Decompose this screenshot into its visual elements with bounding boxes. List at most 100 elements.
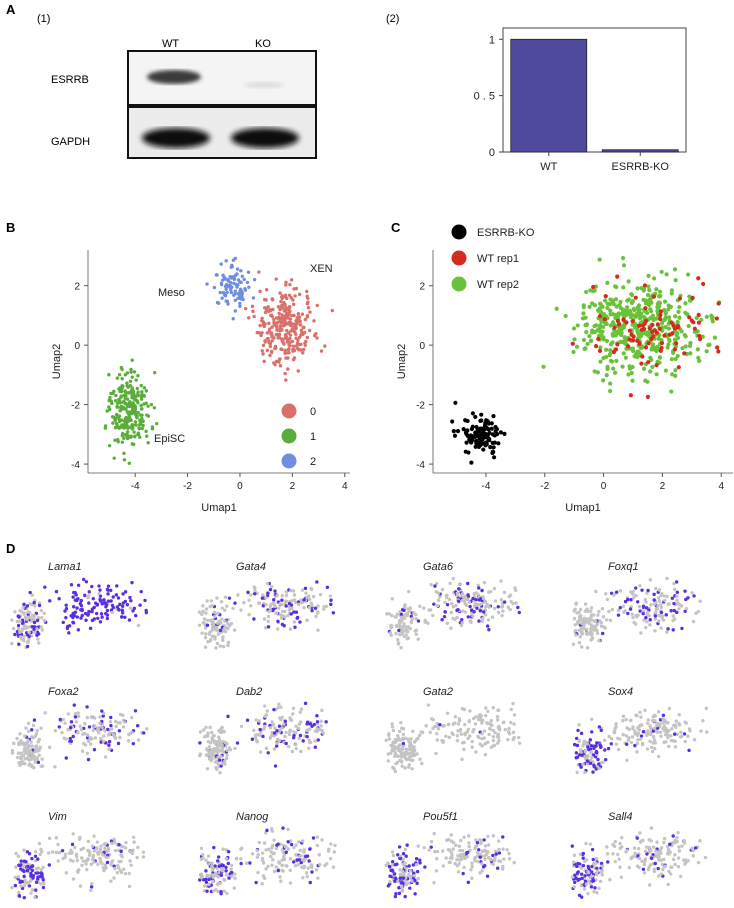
- umap-point-wt-rep2: [631, 313, 636, 318]
- gene-cell-point: [71, 620, 75, 624]
- umap-point-cluster-0: [263, 340, 267, 344]
- gene-cell-point: [199, 875, 204, 880]
- gene-cell-point: [638, 710, 642, 714]
- umap-point-wt-rep2: [581, 305, 586, 310]
- gene-cell-point: [571, 642, 576, 646]
- gene-cell-point: [111, 732, 116, 736]
- gene-cell-point: [60, 848, 65, 853]
- bar-esrrb-ko: [601, 149, 679, 153]
- gene-cell-point: [671, 628, 675, 632]
- gene-cell-point: [289, 603, 294, 607]
- gene-cell-point: [477, 735, 481, 740]
- gene-cell-point: [403, 894, 407, 899]
- umap-point-cluster-0: [319, 349, 324, 353]
- gene-cell-point: [456, 854, 460, 858]
- umap-point-cluster-1: [121, 431, 125, 436]
- umap-point-cluster-0: [283, 336, 288, 340]
- gene-cell-point: [305, 854, 310, 858]
- gene-cell-point: [93, 716, 97, 720]
- gene-cell-point: [479, 838, 483, 843]
- blot-band-gapdh-wt: [142, 128, 210, 148]
- umap-point-wt-rep2: [618, 299, 623, 304]
- gene-cell-point: [306, 866, 310, 870]
- gene-cell-point: [460, 598, 465, 603]
- gene-cell-point: [202, 735, 207, 739]
- umap-ylabel: Umap2: [51, 344, 63, 379]
- umap-point-wt-rep2: [646, 284, 651, 289]
- umap-point-cluster-0: [300, 331, 304, 336]
- umap-point-cluster-0: [287, 347, 291, 351]
- gene-cell-point: [671, 618, 675, 623]
- umap-point-wt-rep2: [604, 372, 609, 378]
- umap-point-cluster-2: [232, 293, 236, 298]
- umap-point-cluster-1: [145, 434, 149, 438]
- gene-cell-point: [261, 734, 265, 739]
- gene-cell-point: [432, 881, 436, 885]
- gene-cell-point: [272, 838, 276, 842]
- umap-point-cluster-0: [272, 336, 276, 340]
- gene-cell-point: [211, 875, 215, 880]
- gene-cell-point: [480, 721, 484, 725]
- gene-cell-point: [392, 872, 397, 876]
- gene-cell-point: [284, 604, 288, 608]
- gene-cell-point: [660, 591, 664, 596]
- gene-cell-point: [661, 867, 665, 872]
- umap-point-wt-rep1: [625, 344, 631, 349]
- gene-cell-point: [212, 610, 217, 615]
- gene-cell-point: [438, 722, 442, 727]
- gene-cell-point: [588, 842, 593, 846]
- gene-cell-point: [590, 618, 594, 622]
- gene-cell-point: [497, 847, 501, 852]
- gene-cell-point: [35, 618, 40, 623]
- gene-cell-point: [291, 860, 296, 864]
- gene-cell-point: [128, 606, 133, 610]
- gene-cell-point: [405, 611, 409, 616]
- gene-cell-point: [225, 753, 229, 757]
- umap-point-wt-rep2: [608, 323, 613, 328]
- gene-cell-point: [197, 623, 202, 627]
- gene-cell-point: [98, 859, 103, 864]
- gene-cell-point: [257, 840, 262, 845]
- umap-point-wt-rep2: [669, 389, 674, 394]
- umap-point-cluster-0: [305, 302, 310, 306]
- gene-cell-point: [277, 724, 282, 728]
- gene-cell-point: [233, 872, 237, 876]
- gene-cell-point: [460, 848, 465, 853]
- gene-cell-point: [489, 858, 493, 862]
- umap-point-cluster-1: [110, 415, 115, 419]
- umap-point-cluster-1: [150, 427, 155, 431]
- umap-point-wt-rep2: [619, 339, 624, 344]
- gene-cell-point: [232, 886, 237, 890]
- umap-point-wt-rep2: [663, 299, 668, 304]
- gene-cell-point: [268, 726, 273, 730]
- umap-point-cluster-0: [305, 289, 309, 294]
- gene-cell-point: [460, 707, 465, 711]
- umap-point-cluster-1: [136, 374, 140, 378]
- gene-cell-point: [10, 618, 14, 622]
- umap-point-wt-rep1: [642, 326, 647, 332]
- gene-cell-point: [393, 863, 398, 867]
- umap-point-wt-rep2: [652, 347, 658, 353]
- umap-point-wt-rep1: [655, 322, 660, 327]
- gene-cell-point: [122, 720, 127, 724]
- gene-cell-point: [666, 847, 671, 852]
- umap-point-cluster-0: [250, 304, 255, 309]
- umap-point-esrrb-ko: [489, 426, 494, 431]
- gene-cell-point: [456, 870, 461, 874]
- gene-cell-point: [308, 847, 312, 851]
- gene-cell-point: [590, 730, 594, 734]
- gene-cell-point: [507, 594, 511, 599]
- gene-cell-point: [25, 644, 30, 649]
- umap-point-cluster-0: [276, 336, 280, 340]
- gene-cell-point: [113, 736, 117, 740]
- gene-cell-point: [450, 601, 454, 606]
- gene-cell-point: [461, 741, 465, 745]
- gene-cell-point: [281, 826, 285, 830]
- umap-point-wt-rep2: [667, 337, 672, 342]
- umap-point-cluster-1: [134, 378, 138, 382]
- gene-cell-point: [485, 874, 490, 878]
- gene-cell-point: [105, 616, 110, 621]
- umap-point-wt-rep2: [626, 311, 632, 317]
- gene-cell-point: [103, 728, 107, 733]
- gene-cell-point: [478, 742, 482, 746]
